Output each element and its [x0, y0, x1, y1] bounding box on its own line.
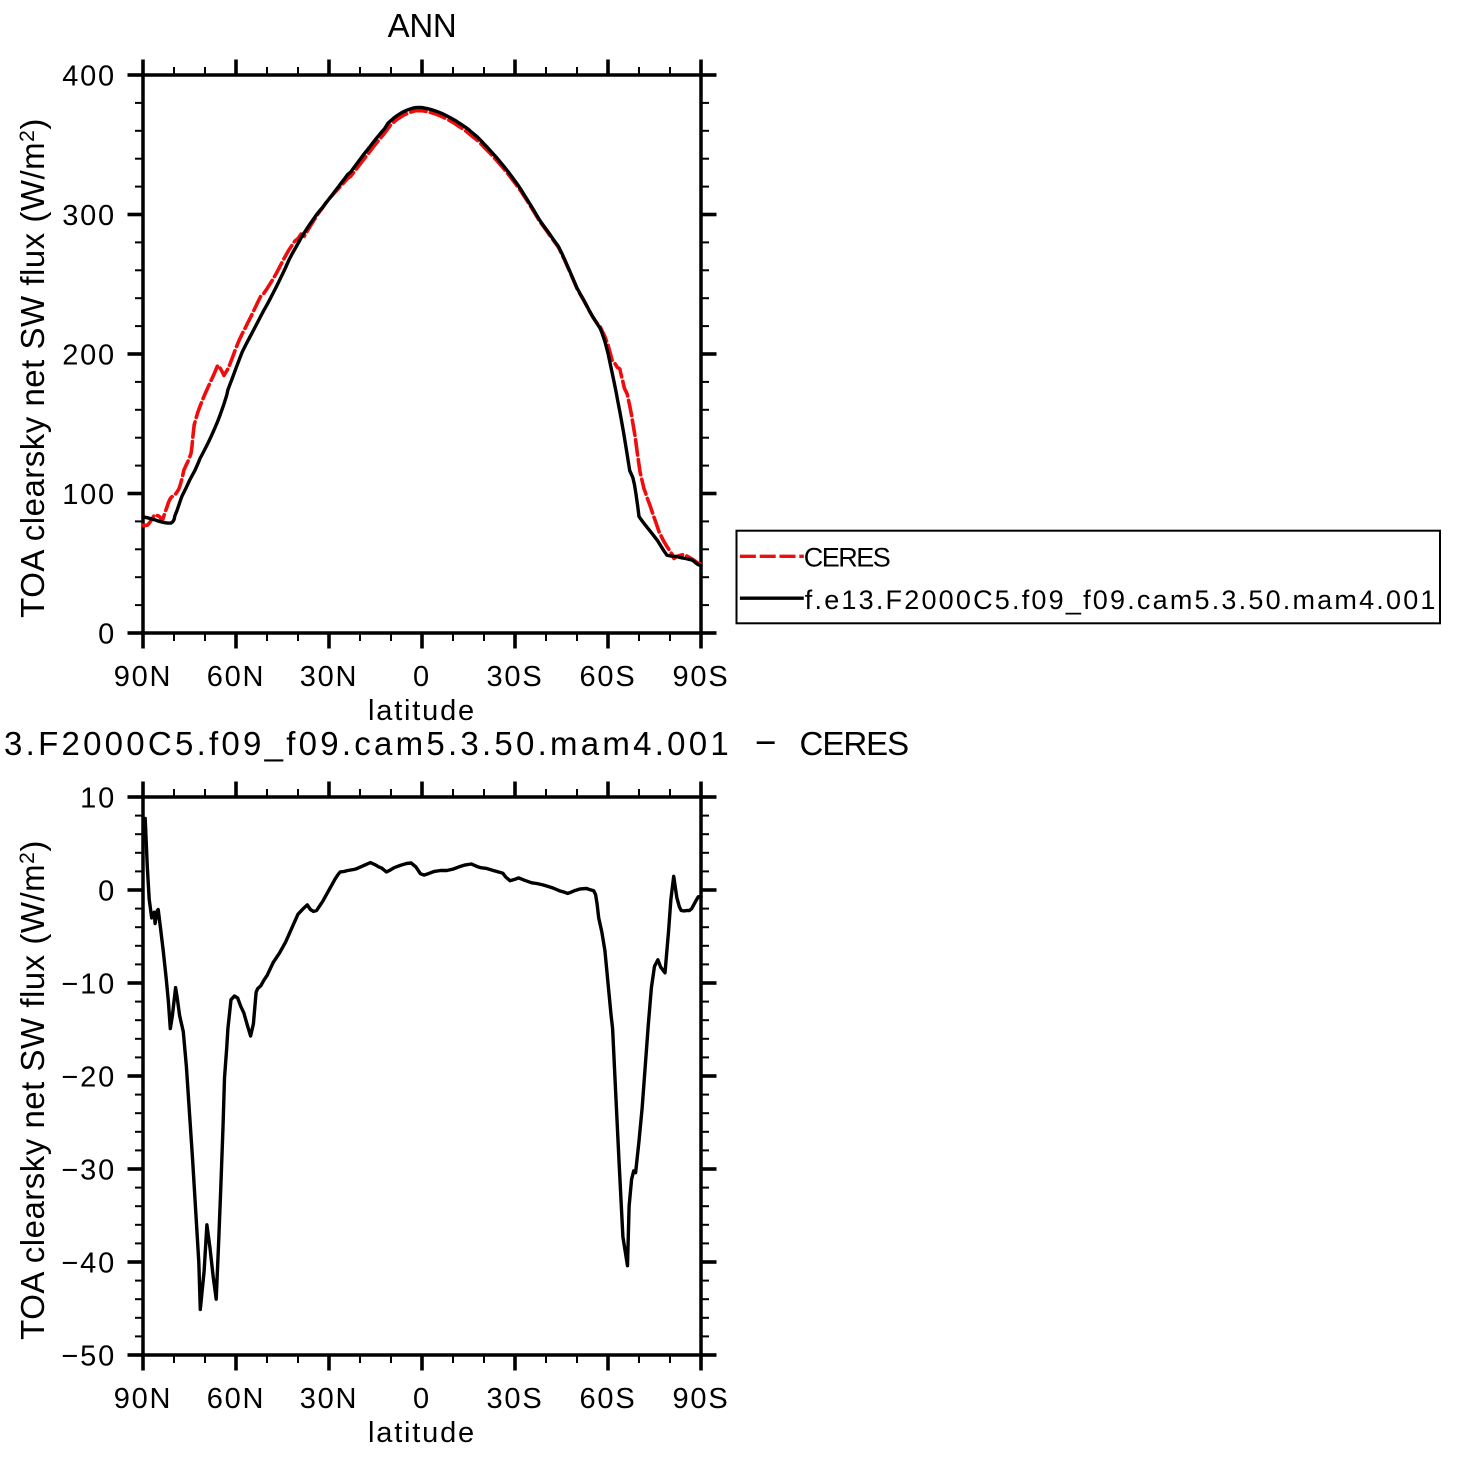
svg-text:10: 10 — [80, 783, 116, 815]
svg-text:−20: −20 — [61, 1062, 116, 1094]
svg-text:−40: −40 — [61, 1248, 116, 1280]
svg-text:TOA clearsky net SW flux (W/m2: TOA clearsky net SW flux (W/m2) — [14, 118, 51, 618]
svg-text:latitude: latitude — [368, 695, 476, 727]
svg-text:latitude: latitude — [368, 1417, 476, 1449]
svg-text:0: 0 — [413, 1383, 431, 1415]
svg-text:300: 300 — [62, 200, 116, 232]
svg-text:0: 0 — [413, 661, 431, 693]
svg-text:90N: 90N — [114, 661, 173, 693]
svg-text:f.e13.F2000C5.f09_f09.cam5.3.5: f.e13.F2000C5.f09_f09.cam5.3.50.mam4.001… — [0, 722, 908, 763]
svg-text:CERES: CERES — [804, 543, 890, 573]
svg-text:60N: 60N — [207, 661, 266, 693]
svg-text:0: 0 — [98, 876, 116, 908]
svg-text:f.e13.F2000C5.f09_f09.cam5.3.5: f.e13.F2000C5.f09_f09.cam5.3.50.mam4.001 — [805, 585, 1438, 615]
svg-text:30S: 30S — [487, 1383, 544, 1415]
svg-text:90S: 90S — [673, 1383, 730, 1415]
svg-text:30N: 30N — [300, 661, 359, 693]
svg-text:0: 0 — [98, 619, 116, 651]
svg-text:−50: −50 — [61, 1341, 116, 1373]
svg-text:60S: 60S — [580, 661, 637, 693]
svg-text:TOA clearsky net SW flux (W/m2: TOA clearsky net SW flux (W/m2) — [14, 840, 51, 1340]
svg-text:60N: 60N — [207, 1383, 266, 1415]
svg-text:200: 200 — [62, 340, 116, 372]
svg-text:30N: 30N — [300, 1383, 359, 1415]
svg-text:90N: 90N — [114, 1383, 173, 1415]
svg-text:100: 100 — [62, 479, 116, 511]
svg-text:60S: 60S — [580, 1383, 637, 1415]
svg-text:30S: 30S — [487, 661, 544, 693]
svg-text:ANN: ANN — [388, 7, 457, 44]
svg-text:−30: −30 — [61, 1155, 116, 1187]
svg-text:90S: 90S — [673, 661, 730, 693]
svg-text:400: 400 — [62, 61, 116, 93]
svg-text:−10: −10 — [61, 969, 116, 1001]
